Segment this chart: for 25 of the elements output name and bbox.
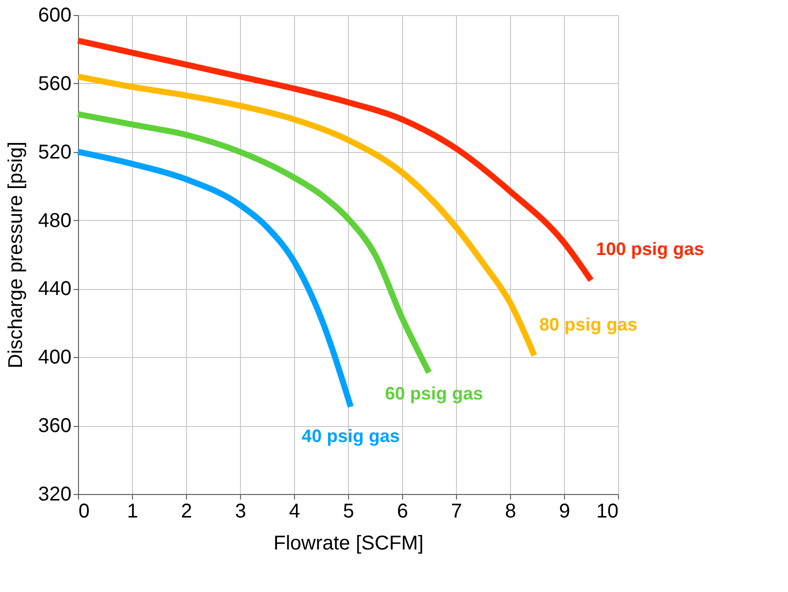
series-label: 80 psig gas [539, 314, 638, 334]
x-tick-label: 7 [450, 500, 462, 522]
y-tick-label: 480 [38, 210, 72, 232]
x-axis-title: Flowrate [SCFM] [273, 532, 424, 554]
y-tick-label: 560 [38, 72, 72, 95]
x-tick-label: 1 [126, 500, 138, 522]
x-tick-label: 4 [288, 500, 300, 522]
x-tick-label: 5 [342, 500, 354, 522]
x-tick-label: 0 [78, 500, 90, 522]
y-tick-label: 600 [38, 4, 72, 26]
y-tick-label: 400 [38, 346, 72, 369]
y-tick-label: 360 [38, 415, 72, 438]
x-tick-label: 9 [558, 500, 570, 522]
x-tick-label: 2 [180, 500, 192, 522]
x-tick-label: 3 [234, 500, 246, 522]
series-label: 60 psig gas [384, 384, 484, 404]
x-tick-label: 6 [396, 500, 408, 522]
y-axis-title: Discharge pressure [psig] [5, 142, 28, 368]
series-label: 100 psig gas [596, 239, 704, 260]
x-tick-label: 10 [596, 500, 618, 522]
series-label: 40 psig gas [302, 426, 400, 446]
x-tick-label: 8 [504, 500, 516, 522]
y-tick-label: 520 [38, 141, 72, 164]
y-tick-label: 440 [38, 278, 72, 300]
y-tick-label: 320 [38, 484, 72, 506]
